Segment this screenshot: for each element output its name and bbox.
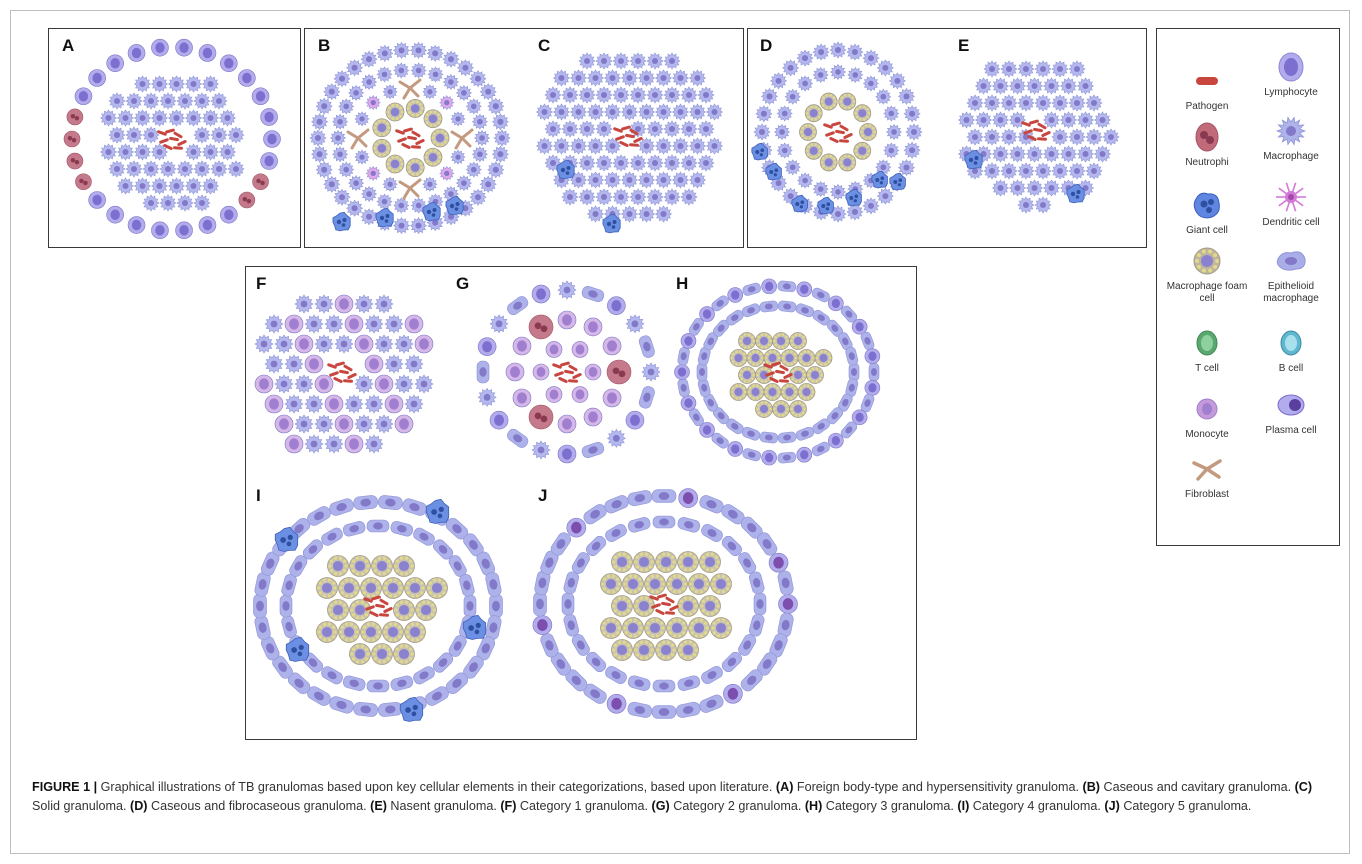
- panel-bc-box: [304, 28, 744, 248]
- figure-caption: FIGURE 1 | Graphical illustrations of TB…: [32, 778, 1332, 816]
- panel-letter-i: I: [256, 486, 261, 505]
- caption-text-b: Caseous and cavitary granuloma.: [1100, 780, 1295, 794]
- panel-letter-a: A: [62, 36, 75, 55]
- caption-text-i: Category 4 granuloma.: [969, 799, 1105, 813]
- panel-letter-d: D: [760, 36, 773, 55]
- caption-text-e: Nasent granuloma.: [386, 799, 501, 813]
- caption-lead: Graphical illustrations of TB granulomas…: [97, 780, 776, 794]
- t-cell-icon: [1196, 330, 1218, 356]
- b-cell-icon: [1280, 330, 1302, 356]
- panel-letter-h: H: [676, 274, 689, 293]
- caption-tag-c: (C): [1294, 780, 1313, 794]
- legend-label: Pathogen: [1185, 101, 1229, 112]
- giant-cell-icon: [1193, 192, 1220, 219]
- legend-label: Lymphocyte: [1264, 87, 1318, 98]
- panel-letter-e: E: [958, 36, 970, 55]
- panel-letter-g: G: [456, 274, 470, 293]
- panel-letter-c: C: [538, 36, 551, 55]
- panel-a-box: [48, 28, 301, 248]
- caption-tag-a: (A): [775, 780, 794, 794]
- caption-text-c: Solid granuloma.: [32, 799, 131, 813]
- legend-item-lymphocyte: Lymphocyte: [1249, 51, 1333, 99]
- legend-label: Epithelioid macrophage: [1263, 281, 1319, 304]
- panel-de-box: [747, 28, 1147, 248]
- figure-frame: [10, 10, 1350, 854]
- caption-tag-e: (E): [370, 799, 387, 813]
- legend-label: Macrophage foam cell: [1166, 281, 1248, 304]
- caption-tag-i: (I): [957, 799, 970, 813]
- legend-label: Neutrophi: [1185, 157, 1229, 168]
- caption-tag-d: (D): [130, 799, 148, 813]
- foam-cell-icon: [1193, 247, 1221, 275]
- legend-item-dendritic-cell: Dendritic cell: [1249, 181, 1333, 229]
- panel-fj-box: [245, 266, 917, 740]
- caption-tag-g: (G): [651, 799, 670, 813]
- epithelioid-macrophage-icon: [1276, 251, 1306, 271]
- caption-text-a: Foreign body-type and hypersensitivity g…: [793, 780, 1083, 794]
- legend-item-neutrophil: Neutrophi: [1165, 121, 1249, 169]
- caption-figure-label: FIGURE 1 |: [32, 780, 98, 794]
- legend-label: Plasma cell: [1265, 425, 1317, 436]
- caption-text-g: Category 2 granuloma.: [669, 799, 805, 813]
- legend-item-plasma-cell: Plasma cell: [1249, 389, 1333, 437]
- legend-item-monocyte: Monocyte: [1165, 393, 1249, 441]
- monocyte-icon: [1196, 398, 1218, 420]
- legend-item-t-cell: T cell: [1165, 327, 1249, 375]
- lymphocyte-icon: [1278, 52, 1304, 82]
- caption-tag-b: (B): [1082, 780, 1100, 794]
- legend-item-pathogen: Pathogen: [1165, 65, 1249, 113]
- legend-item-macrophage: Macrophage: [1249, 115, 1333, 163]
- caption-text-f: Category 1 granuloma.: [516, 799, 652, 813]
- legend-label: Dendritic cell: [1262, 217, 1320, 228]
- caption-text-j: Category 5 granuloma.: [1119, 799, 1252, 813]
- fibroblast-icon: [1192, 459, 1222, 481]
- caption-text-h: Category 3 granuloma.: [822, 799, 958, 813]
- caption-tag-j: (J): [1104, 799, 1120, 813]
- pathogen-icon: [1196, 77, 1218, 85]
- caption-text-d: Caseous and fibrocaseous granuloma.: [147, 799, 371, 813]
- legend-label: B cell: [1278, 363, 1304, 374]
- macrophage-icon: [1275, 116, 1307, 146]
- legend-item-b-cell: B cell: [1249, 327, 1333, 375]
- legend-label: Giant cell: [1186, 225, 1228, 236]
- caption-tag-f: (F): [500, 799, 517, 813]
- legend-label: Macrophage: [1263, 151, 1319, 162]
- legend-item-epithelioid-macrophage: Epithelioid macrophage: [1249, 245, 1333, 305]
- legend-item-fibroblast: Fibroblast: [1165, 453, 1249, 501]
- panel-letter-b: B: [318, 36, 331, 55]
- legend-item-giant-cell: Giant cell: [1165, 189, 1249, 237]
- neutrophil-icon: [1195, 122, 1219, 152]
- cell-legend: Pathogen Lymphocyte Neutrophi Macrophage Gia…: [1156, 28, 1340, 546]
- caption-tag-h: (H): [804, 799, 823, 813]
- plasma-cell-icon: [1277, 394, 1305, 416]
- legend-item-foam-cell: Macrophage foam cell: [1165, 245, 1249, 305]
- panel-letter-f: F: [256, 274, 267, 293]
- dendritic-cell-icon: [1276, 182, 1306, 212]
- legend-label: Fibroblast: [1185, 489, 1229, 500]
- panel-letter-j: J: [538, 486, 548, 505]
- legend-label: Monocyte: [1185, 429, 1229, 440]
- legend-label: T cell: [1195, 363, 1219, 374]
